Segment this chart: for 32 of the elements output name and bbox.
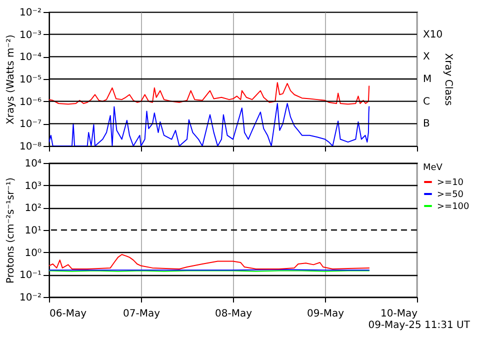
y-tick-label: 10³ (24, 180, 42, 192)
ref-line-label: B (423, 118, 430, 130)
legend-label: >=10 (437, 178, 464, 188)
legend-label: >=50 (437, 190, 464, 200)
y-tick-label: 10¹ (24, 226, 42, 236)
x-tick-label: 10-May (380, 308, 418, 320)
y-tick-label: 10² (24, 203, 42, 214)
y-tick-label: 10⁻² (19, 8, 42, 18)
x-tick-label: 09-May (306, 308, 344, 320)
x-tick-label: 06-May (50, 308, 87, 320)
ref-line-label: C (423, 96, 430, 108)
legend-title: MeV (423, 163, 444, 173)
ref-line-label: M (423, 74, 432, 85)
y-tick-label: 10⁻³ (19, 30, 42, 41)
x-tick-label: 08-May (214, 308, 252, 320)
y-tick-label: 10⁻² (19, 292, 42, 304)
y-tick-label: 10⁻⁷ (19, 119, 42, 130)
y-tick-label: 10⁻⁸ (19, 142, 42, 152)
legend-label: >=100 (437, 202, 470, 212)
ref-line-label: X10 (423, 29, 443, 40)
y2-axis-title: Xray Class (442, 53, 454, 106)
y-axis-title: Xrays (Watts m⁻²) (5, 34, 16, 124)
y-axis-title: Protons (cm⁻²s⁻¹sr⁻¹) (5, 177, 16, 284)
text: 09-May-25 11:31 UT (368, 320, 471, 331)
y-tick-label: 10⁻¹ (19, 270, 42, 282)
y-tick-label: 10⁻⁶ (19, 96, 42, 108)
x-tick-label: 07-May (122, 308, 160, 320)
y-tick-label: 10⁴ (24, 158, 42, 170)
y-tick-label: 10⁻⁵ (19, 74, 42, 86)
y-tick-label: 10⁰ (24, 248, 42, 259)
y-tick-label: 10⁻⁴ (19, 52, 42, 64)
ref-line-label: X (423, 52, 430, 63)
